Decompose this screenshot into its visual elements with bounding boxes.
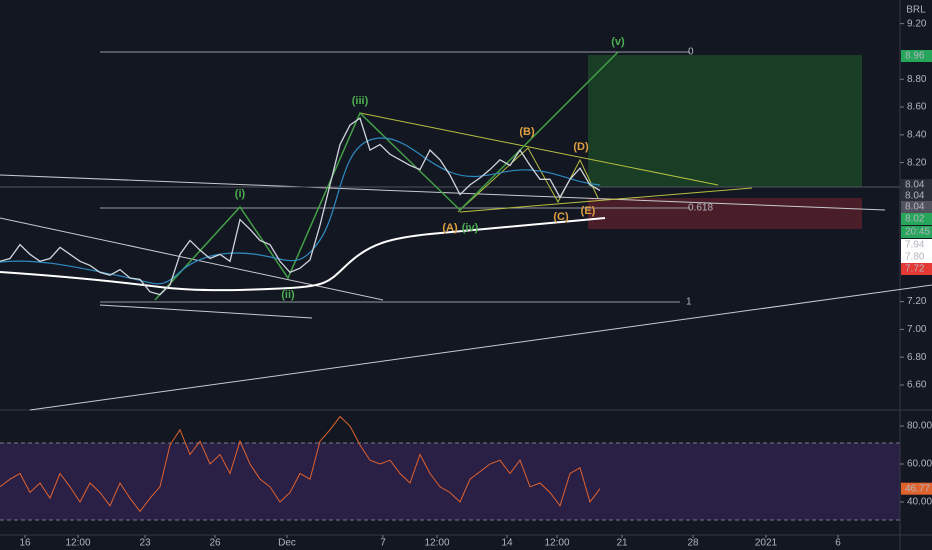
y-tick-label: 7.00 [907,324,927,335]
y-tick-label: 6.80 [907,352,927,363]
price-tag-label: 8.04 [905,180,925,191]
price-tag [901,213,932,225]
rsi-tick-label: 80.00 [907,421,932,432]
x-tick-label: 16 [19,538,31,549]
x-tick-label: 12:00 [424,538,449,549]
x-tick-label: 23 [139,538,151,549]
rsi-band [0,443,900,520]
x-tick-label: 12:00 [65,538,90,549]
wave-label: (D) [573,141,589,153]
rsi-tick-label: 40.00 [907,497,932,508]
triangle-line [359,112,719,186]
price-tag-label: 8.04 [905,202,925,213]
wave-label: (iv) [462,222,479,234]
rsi-tag-label: 46.77 [905,483,930,494]
wave-label: (i) [235,188,246,200]
price-tag-label: 7.72 [905,264,925,275]
price-tag [901,201,932,213]
stop-zone [588,198,862,229]
wave-label: (A) [442,222,458,234]
trend-line [99,304,313,319]
wave-label: (B) [519,126,535,138]
price-tag-label: 7.94 [905,240,925,251]
x-tick-label: 26 [209,538,221,549]
price-tag-label: 8.02 [905,214,925,225]
price-line [0,117,601,296]
price-tag-label: 7.80 [905,252,925,263]
x-tick-label: 21 [616,538,628,549]
y-tick-label: 8.40 [907,129,927,140]
x-tick-label: 7 [380,538,386,549]
price-tag [901,263,932,275]
price-tag [901,50,932,62]
fib-label: 0.618 [688,203,713,214]
price-tag-label: 8.04 [905,191,925,202]
wave-label: (ii) [281,289,295,301]
x-tick-label: 14 [501,538,513,549]
currency: BRL [906,5,926,16]
rsi-line [0,415,601,513]
price-tag [901,226,932,238]
wave-label: (C) [553,211,569,223]
y-tick-label: 8.20 [907,157,927,168]
wave-label: (E) [581,205,596,217]
triangle-line [459,187,753,213]
y-tick-label: 8.80 [907,74,927,85]
y-tick-label: 8.60 [907,102,927,113]
x-tick-label: 6 [835,538,841,549]
x-tick-label: 28 [687,538,699,549]
wave-label: (iii) [352,95,369,107]
price-tag [901,239,932,251]
fib-label: 1 [686,297,692,308]
wave-label: (v) [611,36,625,48]
price-tag-label: 20:45 [905,227,930,238]
trend-line [29,284,932,411]
moving-average [0,217,606,292]
x-tick-label: Dec [278,538,296,549]
price-tag-label: 8.96 [905,51,925,62]
x-tick-label: 12:00 [544,538,569,549]
x-tick-label: 2021 [755,538,778,549]
price-tag [901,190,932,202]
y-tick-label: 9.20 [907,18,927,29]
y-tick-label: 7.20 [907,296,927,307]
abcde-zigzag [457,147,599,213]
y-tick-label: 6.60 [907,380,927,391]
wave-path [154,51,619,301]
rsi-tick-label: 60.00 [907,459,932,470]
price-tag [901,179,932,191]
price-tag [901,251,932,263]
target-zone [588,55,862,187]
rsi-tag [901,482,932,495]
fib-label: 0 [688,47,694,58]
